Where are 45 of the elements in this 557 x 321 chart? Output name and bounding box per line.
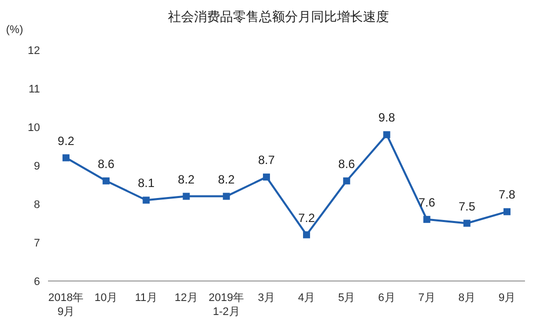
point [62,154,70,162]
data-label: 8.1 [138,176,155,190]
point [343,177,350,184]
data-label: 7.6 [418,195,436,210]
data-label: 9.2 [58,134,75,148]
data-label: 7.8 [498,188,516,202]
x-tick-label: 5月 [338,292,356,304]
y-tick-label: 12 [28,44,40,57]
y-tick-label: 6 [34,276,40,288]
data-label: 7.2 [298,210,316,225]
x-tick-label: 6月 [378,292,396,304]
y-tick-label: 9 [34,160,40,172]
point [182,192,190,200]
point [463,220,470,227]
point [423,216,430,223]
x-tick-label: 7月 [418,292,436,304]
data-label: 8.2 [218,172,236,186]
x-tick-label: 9月 [498,292,516,304]
point [102,177,110,184]
x-tick-label: 4月 [298,292,316,304]
x-tick-label: 2019年 1-2月 [208,292,244,318]
point [142,196,150,204]
x-tick-label: 12月 [174,292,198,304]
data-label: 7.5 [458,199,476,214]
data-label: 8.2 [178,172,195,186]
x-tick-label: 10月 [94,292,118,304]
x-tick-label: 11月 [134,292,158,304]
y-tick-label: 7 [34,237,40,250]
y-tick-label: 10 [28,122,40,134]
data-label: 9.8 [378,110,396,125]
data-label: 8.7 [258,153,276,168]
y-tick-label: 11 [28,83,40,96]
point [222,192,230,200]
y-tick-label: 8 [34,198,40,211]
x-tick-label: 3月 [258,292,276,304]
y-axis-title: (%) [6,24,24,36]
data-label: 8.6 [338,156,356,171]
point [303,231,310,238]
x-tick-label: 8月 [458,292,476,304]
point [262,174,270,181]
data-label: 8.6 [98,156,115,171]
point [504,208,510,216]
chart-title: 社会消费品零售总额分月同比增长速度 [168,9,389,24]
x-tick-label: 2018年 9月 [48,292,84,318]
point [383,131,390,138]
